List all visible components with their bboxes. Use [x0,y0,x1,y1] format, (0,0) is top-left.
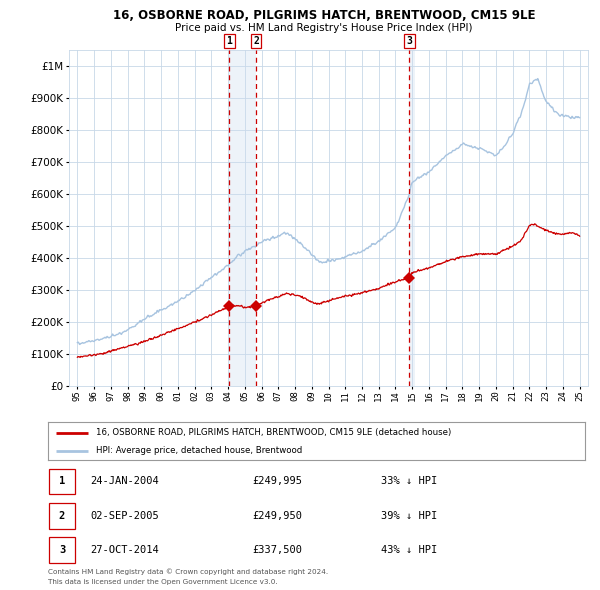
Text: Price paid vs. HM Land Registry's House Price Index (HPI): Price paid vs. HM Land Registry's House … [175,24,473,33]
Text: 43% ↓ HPI: 43% ↓ HPI [381,545,437,555]
Text: 1: 1 [59,477,65,486]
Text: 3: 3 [59,545,65,555]
Text: 24-JAN-2004: 24-JAN-2004 [90,477,158,486]
Text: 2: 2 [59,511,65,520]
FancyBboxPatch shape [49,468,75,494]
FancyBboxPatch shape [49,537,75,563]
Text: 2: 2 [253,36,259,46]
Text: 1: 1 [226,36,232,46]
Text: Contains HM Land Registry data © Crown copyright and database right 2024.: Contains HM Land Registry data © Crown c… [48,568,328,575]
Text: HPI: Average price, detached house, Brentwood: HPI: Average price, detached house, Bren… [97,446,302,455]
Text: £249,995: £249,995 [252,477,302,486]
Text: 16, OSBORNE ROAD, PILGRIMS HATCH, BRENTWOOD, CM15 9LE (detached house): 16, OSBORNE ROAD, PILGRIMS HATCH, BRENTW… [97,428,452,437]
Text: 02-SEP-2005: 02-SEP-2005 [90,511,158,520]
Text: 39% ↓ HPI: 39% ↓ HPI [381,511,437,520]
Text: 16, OSBORNE ROAD, PILGRIMS HATCH, BRENTWOOD, CM15 9LE: 16, OSBORNE ROAD, PILGRIMS HATCH, BRENTW… [113,9,535,22]
Text: This data is licensed under the Open Government Licence v3.0.: This data is licensed under the Open Gov… [48,579,278,585]
FancyBboxPatch shape [49,503,75,529]
Bar [229,50,256,386]
Text: 27-OCT-2014: 27-OCT-2014 [90,545,158,555]
Text: 3: 3 [406,36,412,46]
Text: 33% ↓ HPI: 33% ↓ HPI [381,477,437,486]
Bar [409,50,415,386]
Text: £249,950: £249,950 [252,511,302,520]
Text: £337,500: £337,500 [252,545,302,555]
